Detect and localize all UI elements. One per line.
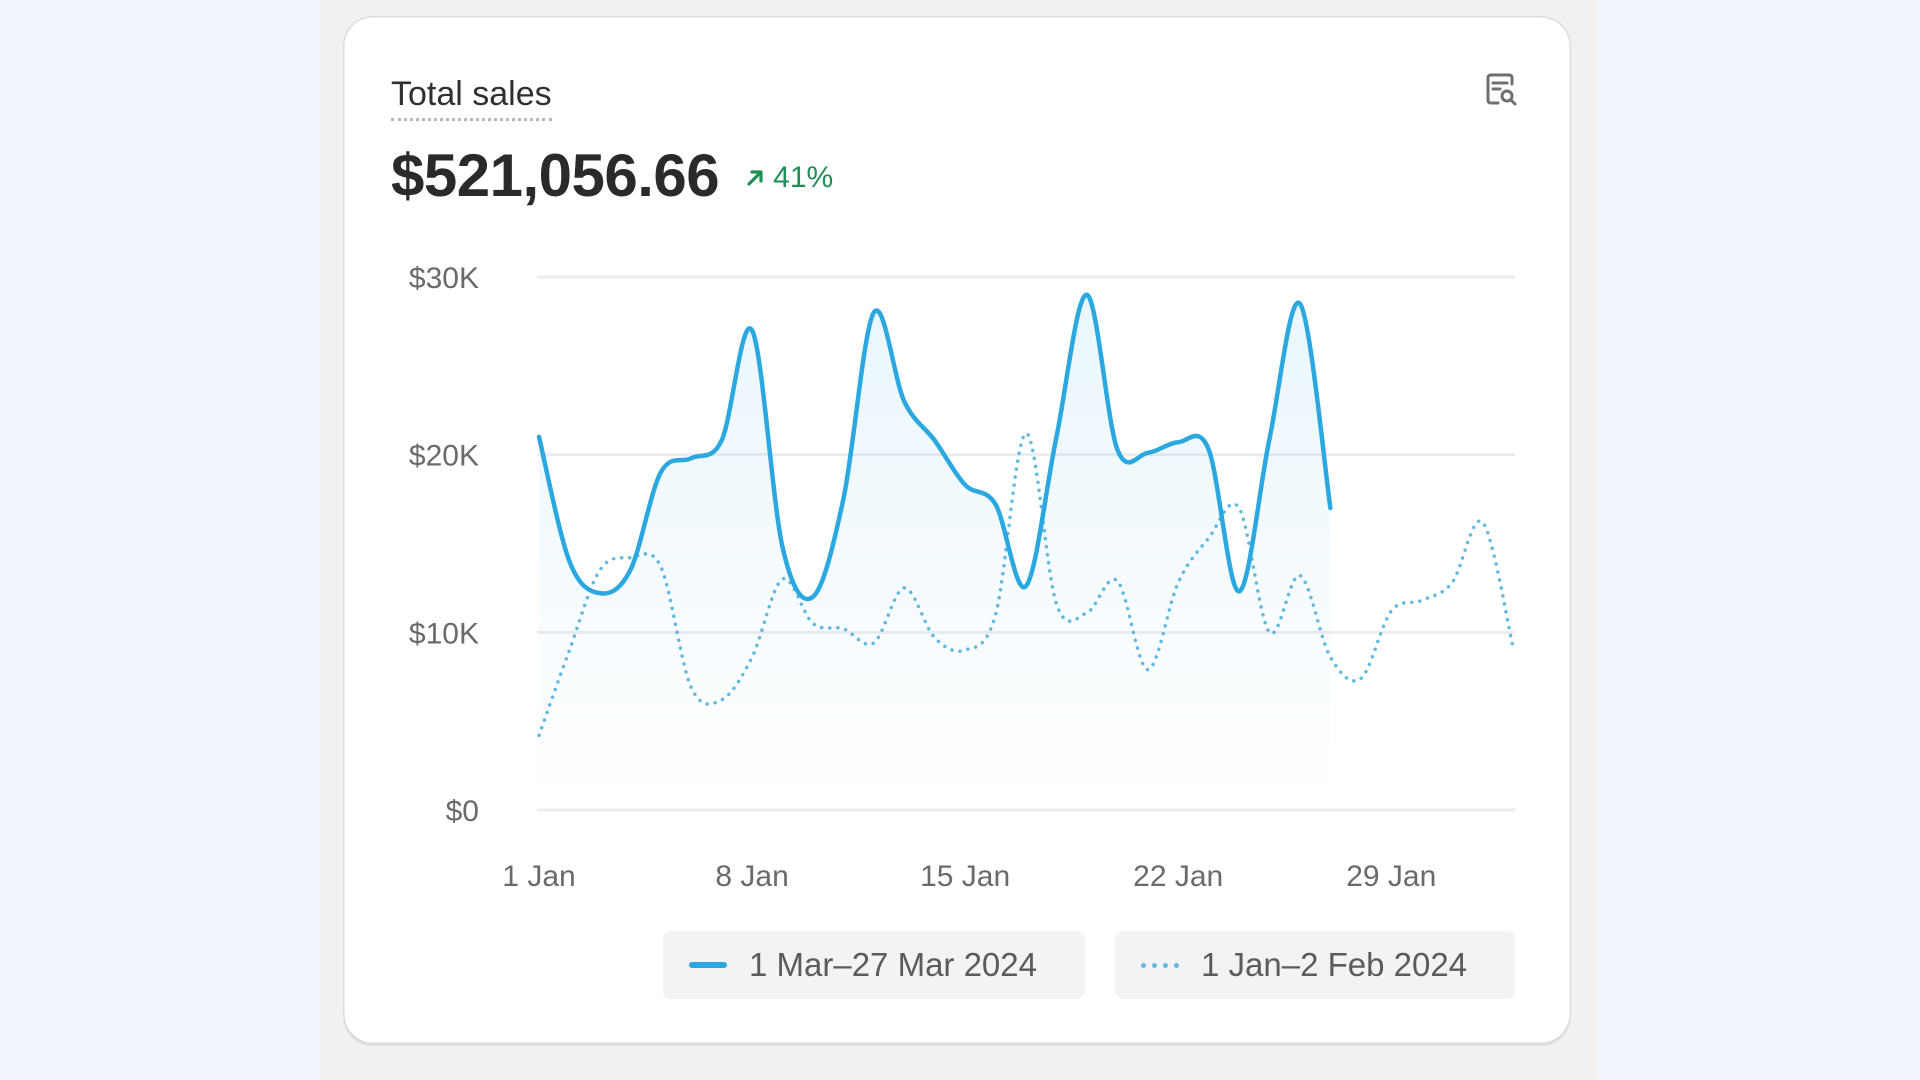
data-point-current bbox=[1297, 301, 1303, 307]
data-point-current bbox=[840, 496, 846, 502]
data-point-current bbox=[932, 437, 938, 443]
series-area-current bbox=[539, 294, 1331, 810]
data-point-current bbox=[1267, 436, 1273, 442]
data-point-current bbox=[962, 482, 968, 488]
data-point-current bbox=[1236, 588, 1242, 594]
data-point-current bbox=[749, 327, 755, 333]
series-line-current[interactable] bbox=[536, 292, 1333, 602]
data-point-current bbox=[1023, 583, 1029, 589]
change-percent: 41% bbox=[773, 161, 834, 195]
y-tick-label: $0 bbox=[446, 795, 479, 828]
data-point-comparison bbox=[840, 626, 846, 632]
data-point-comparison bbox=[688, 684, 694, 690]
data-point-comparison bbox=[597, 567, 603, 573]
data-point-comparison bbox=[1358, 676, 1364, 682]
data-point-current bbox=[871, 310, 877, 316]
solid-line-swatch-icon bbox=[689, 962, 727, 968]
data-point-comparison bbox=[658, 564, 664, 570]
data-point-current bbox=[627, 567, 633, 573]
data-point-current bbox=[566, 558, 572, 564]
data-point-comparison bbox=[1053, 601, 1059, 607]
data-point-comparison bbox=[1236, 505, 1242, 511]
legend-label-comparison: 1 Jan–2 Feb 2024 bbox=[1201, 946, 1468, 983]
legend-label-current: 1 Mar–27 Mar 2024 bbox=[749, 946, 1037, 983]
data-point-current bbox=[719, 437, 725, 443]
data-point-comparison bbox=[536, 732, 542, 738]
legend-item-comparison-period[interactable]: 1 Jan–2 Feb 2024 bbox=[1115, 931, 1516, 999]
data-point-comparison bbox=[1084, 610, 1090, 616]
data-point-comparison bbox=[627, 555, 633, 561]
data-point-comparison bbox=[871, 640, 877, 646]
x-tick-label: 15 Jan bbox=[920, 860, 1010, 893]
data-point-current bbox=[1084, 292, 1090, 298]
change-badge: 41% bbox=[743, 161, 833, 195]
data-point-current bbox=[993, 501, 999, 507]
arrow-up-right-icon bbox=[747, 170, 763, 186]
data-point-current bbox=[1327, 505, 1333, 511]
data-point-comparison bbox=[780, 576, 786, 582]
card-header: Total sales $521,056.66 41% bbox=[391, 74, 833, 210]
total-sales-value: $521,056.66 bbox=[391, 141, 720, 209]
card-title[interactable]: Total sales bbox=[391, 74, 552, 121]
data-point-comparison bbox=[932, 635, 938, 641]
x-tick-label: 1 Jan bbox=[502, 860, 575, 893]
data-point-comparison bbox=[1388, 608, 1394, 614]
data-point-comparison bbox=[1175, 580, 1181, 586]
data-point-comparison bbox=[566, 647, 572, 653]
legend-item-current-period[interactable]: 1 Mar–27 Mar 2024 bbox=[663, 931, 1085, 999]
x-tick-label: 29 Jan bbox=[1346, 860, 1436, 893]
series-line-comparison[interactable] bbox=[537, 431, 1515, 738]
data-point-comparison bbox=[1114, 578, 1120, 584]
data-point-comparison bbox=[901, 585, 907, 591]
data-point-comparison bbox=[1023, 430, 1029, 436]
data-point-current bbox=[658, 469, 664, 475]
data-point-current bbox=[1175, 439, 1181, 445]
chart-legend: 1 Mar–27 Mar 2024 1 Jan–2 Feb 2024 bbox=[663, 931, 1516, 999]
data-point-current bbox=[901, 398, 907, 404]
data-point-comparison bbox=[1419, 597, 1425, 603]
data-point-current bbox=[597, 590, 603, 596]
data-point-comparison bbox=[1510, 644, 1516, 650]
data-point-current bbox=[1145, 450, 1151, 456]
data-point-comparison bbox=[1449, 580, 1455, 586]
y-tick-label: $20K bbox=[409, 440, 479, 473]
data-point-comparison bbox=[993, 612, 999, 618]
data-point-current bbox=[1053, 434, 1059, 440]
total-sales-card: Total sales $521,056.66 41% $0 $10K $20K $3… bbox=[343, 16, 1571, 1044]
data-point-current bbox=[688, 455, 694, 461]
dotted-line-swatch-icon bbox=[1141, 962, 1179, 968]
report-search-icon bbox=[1486, 73, 1517, 106]
data-point-current bbox=[1206, 446, 1212, 452]
data-point-current bbox=[1114, 446, 1120, 452]
data-point-current bbox=[810, 594, 816, 600]
data-point-comparison bbox=[719, 697, 725, 703]
data-point-comparison bbox=[1327, 654, 1333, 660]
data-point-comparison bbox=[1206, 535, 1212, 541]
data-point-comparison bbox=[1297, 572, 1303, 578]
data-point-comparison bbox=[962, 647, 968, 653]
report-search-button[interactable] bbox=[1479, 68, 1521, 110]
data-point-comparison bbox=[1267, 629, 1273, 635]
data-point-comparison bbox=[749, 654, 755, 660]
data-point-current bbox=[536, 434, 542, 440]
data-point-comparison bbox=[1145, 667, 1151, 673]
x-tick-label: 22 Jan bbox=[1133, 860, 1223, 893]
x-tick-label: 8 Jan bbox=[715, 860, 788, 893]
metric-row: $521,056.66 41% bbox=[391, 141, 833, 210]
y-tick-label: $10K bbox=[409, 617, 479, 650]
data-point-current bbox=[780, 544, 786, 550]
y-tick-label: $30K bbox=[409, 262, 479, 295]
data-point-comparison bbox=[810, 620, 816, 626]
data-point-comparison bbox=[1480, 519, 1486, 525]
